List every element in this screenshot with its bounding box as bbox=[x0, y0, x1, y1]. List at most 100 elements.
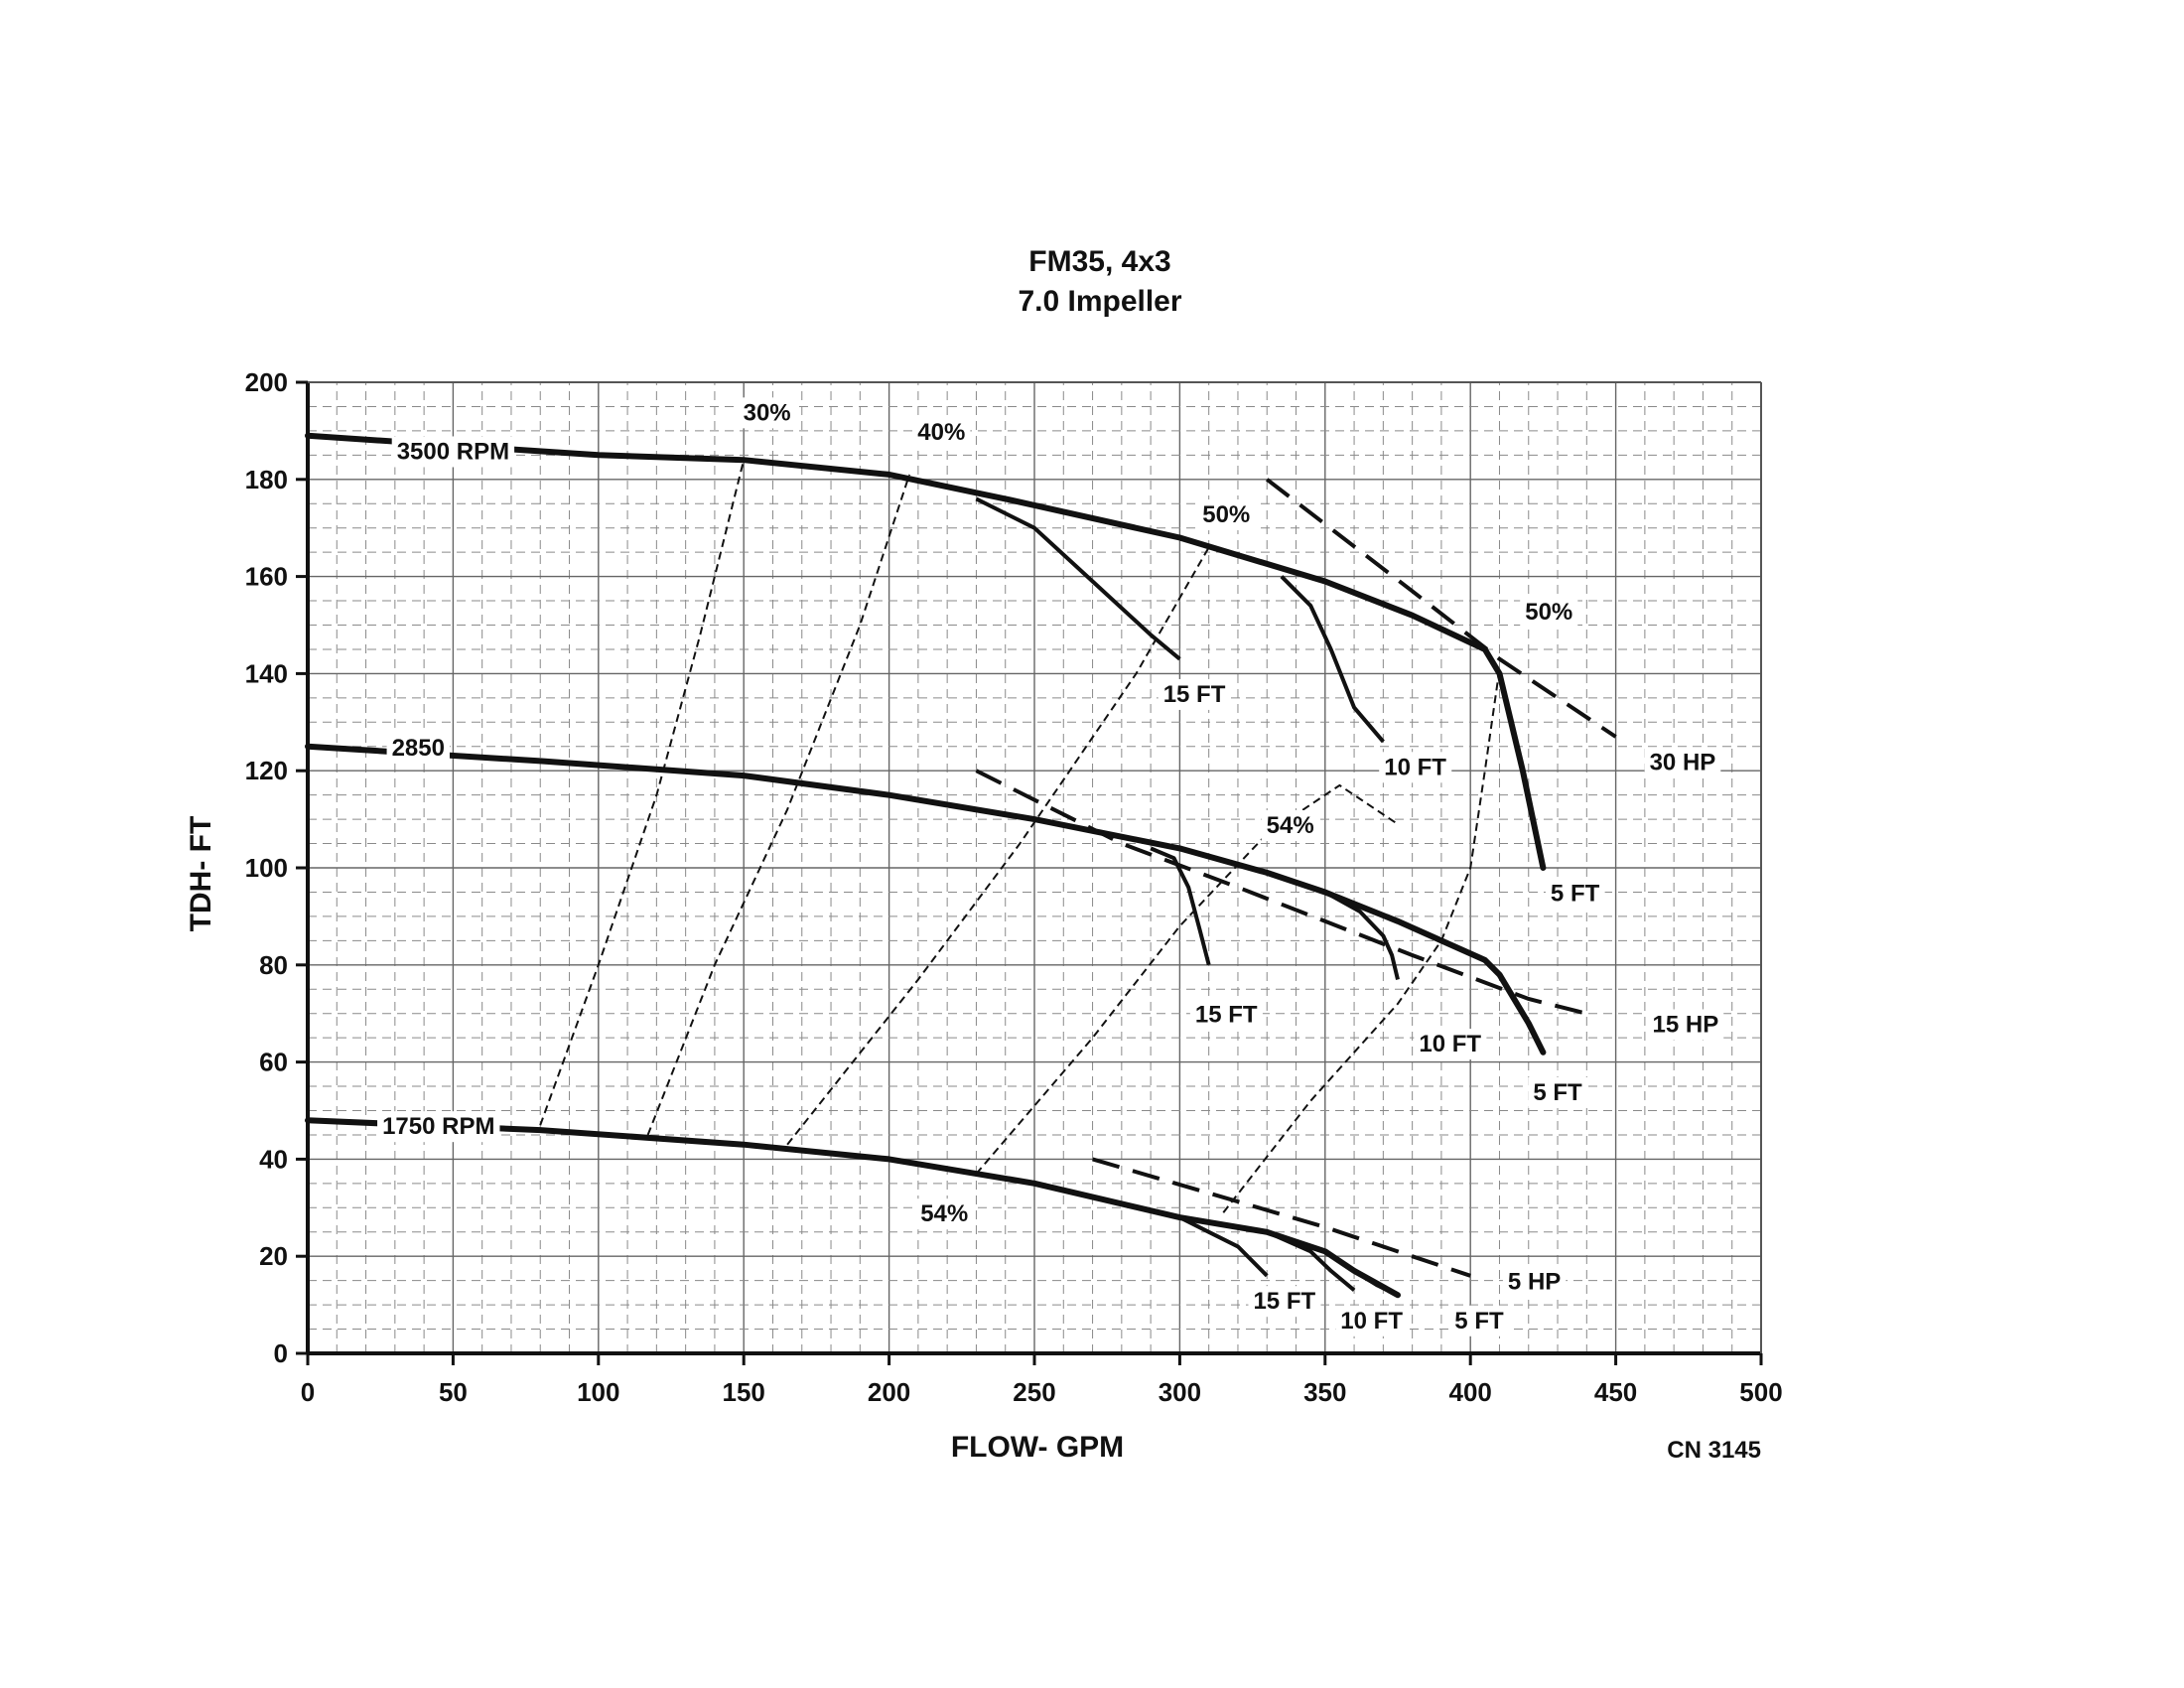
curve-label: 15 FT bbox=[1189, 999, 1263, 1031]
curve-label: 50% bbox=[1520, 596, 1578, 628]
speed-curve bbox=[305, 432, 1547, 871]
curve-label-background bbox=[1189, 999, 1263, 1031]
x-tick-label: 200 bbox=[868, 1377, 910, 1407]
y-tick-label: 160 bbox=[245, 562, 288, 592]
curve-label: 54% bbox=[1261, 809, 1319, 841]
x-tick-label: 300 bbox=[1159, 1377, 1201, 1407]
curve-label-background bbox=[1520, 596, 1578, 628]
curve-label: 40% bbox=[912, 416, 971, 448]
curve-label: 30 HP bbox=[1644, 747, 1721, 778]
curve-label-background bbox=[738, 397, 796, 429]
x-tick-label: 50 bbox=[439, 1377, 468, 1407]
efficiency-curve bbox=[786, 546, 1210, 1146]
curve-label-background bbox=[1379, 752, 1452, 783]
curve-label-text: 5 FT bbox=[1551, 880, 1600, 907]
y-tick-label: 80 bbox=[259, 950, 288, 980]
curve-label-background bbox=[1158, 678, 1231, 710]
curve-label-text: 50% bbox=[1525, 599, 1572, 626]
y-tick-label: 40 bbox=[259, 1144, 288, 1174]
horsepower-curve bbox=[1092, 1157, 1471, 1278]
curve-label-text: 2850 bbox=[392, 735, 445, 762]
curve-label: 15 FT bbox=[1158, 678, 1231, 710]
x-tick-label: 500 bbox=[1739, 1377, 1782, 1407]
curve-label: 10 FT bbox=[1335, 1305, 1409, 1336]
speed-curve bbox=[305, 743, 1547, 1055]
curve-label: 15 HP bbox=[1647, 1009, 1724, 1041]
curve-label-background bbox=[1647, 1009, 1724, 1041]
x-tick-label: 350 bbox=[1303, 1377, 1346, 1407]
y-tick-label: 200 bbox=[245, 367, 288, 397]
y-tick-label: 100 bbox=[245, 853, 288, 883]
curve-label-background bbox=[1414, 1029, 1487, 1060]
curve-label-background bbox=[915, 1198, 974, 1230]
curve-label-background bbox=[1528, 1076, 1588, 1108]
y-tick-label: 60 bbox=[259, 1048, 288, 1077]
chart-title: FM35, 4x3 bbox=[1028, 245, 1170, 278]
curve-label-text: 15 FT bbox=[1195, 1002, 1258, 1029]
x-axis-title: FLOW- GPM bbox=[951, 1431, 1124, 1464]
npsh-curve bbox=[975, 496, 1181, 661]
curve-label-background bbox=[1248, 1286, 1321, 1318]
curve-label: 30% bbox=[738, 397, 796, 429]
curve-label-text: 5 HP bbox=[1508, 1269, 1561, 1296]
curve-label-text: 30% bbox=[744, 399, 791, 426]
efficiency-curve bbox=[646, 474, 911, 1136]
curves bbox=[305, 432, 1617, 1299]
x-tick-label: 0 bbox=[301, 1377, 315, 1407]
y-tick-label: 0 bbox=[274, 1338, 288, 1368]
npsh-curve bbox=[1280, 575, 1385, 744]
curve-label-text: 1750 RPM bbox=[382, 1113, 494, 1140]
curve-label-text: 15 FT bbox=[1253, 1288, 1315, 1315]
curve-label-background bbox=[386, 732, 450, 764]
axes: 0 50 100 150 200 250 300 350 400 450 500 0 20 40 60 80 1… bbox=[245, 367, 1783, 1407]
curve-label-background bbox=[1197, 499, 1256, 531]
curve-label-background bbox=[1261, 809, 1319, 841]
curve-label-text: 30 HP bbox=[1650, 749, 1716, 775]
x-tick-label: 150 bbox=[723, 1377, 765, 1407]
y-tick-label: 120 bbox=[245, 756, 288, 785]
efficiency-curve bbox=[975, 783, 1399, 1175]
npsh-curve bbox=[1178, 1215, 1269, 1278]
curve-label-text: 40% bbox=[917, 419, 965, 446]
x-tick-label: 450 bbox=[1594, 1377, 1637, 1407]
curve-label-text: 5 FT bbox=[1533, 1079, 1582, 1106]
npsh-curve bbox=[1323, 890, 1400, 980]
y-tick-label: 140 bbox=[245, 658, 288, 688]
curve-label: 2850 bbox=[386, 732, 450, 764]
curve-label-background bbox=[1545, 878, 1605, 910]
curve-label-background bbox=[1502, 1266, 1567, 1298]
curve-label: 5 FT bbox=[1449, 1305, 1509, 1336]
curve-label: 15 FT bbox=[1248, 1286, 1321, 1318]
x-tick-label: 100 bbox=[577, 1377, 619, 1407]
curve-label: 54% bbox=[915, 1198, 974, 1230]
curve-label: 5 FT bbox=[1545, 878, 1605, 910]
curve-label-text: 50% bbox=[1202, 501, 1250, 528]
curve-label-text: 10 FT bbox=[1419, 1031, 1481, 1057]
curve-label: 1750 RPM bbox=[377, 1111, 500, 1143]
curve-label-text: 10 FT bbox=[1340, 1308, 1403, 1335]
y-tick-label: 20 bbox=[259, 1241, 288, 1271]
curve-label-background bbox=[912, 416, 971, 448]
speed-curve bbox=[305, 1117, 1401, 1299]
npsh-curve bbox=[1150, 846, 1211, 966]
curve-label: 10 FT bbox=[1414, 1029, 1487, 1060]
curve-label-text: 15 HP bbox=[1653, 1011, 1719, 1038]
curve-label-background bbox=[1335, 1305, 1409, 1336]
efficiency-curve bbox=[539, 459, 746, 1126]
curve-label: 10 FT bbox=[1379, 752, 1452, 783]
chart-subtitle: 7.0 Impeller bbox=[1018, 285, 1181, 318]
curve-label-background bbox=[377, 1111, 500, 1143]
curve-label: 50% bbox=[1197, 499, 1256, 531]
y-axis-title: TDH- FT bbox=[185, 816, 217, 932]
x-tick-label: 400 bbox=[1449, 1377, 1492, 1407]
horsepower-curve bbox=[1265, 478, 1617, 739]
curve-label-text: 54% bbox=[920, 1200, 968, 1227]
x-tick-label: 250 bbox=[1013, 1377, 1055, 1407]
curve-label: 5 HP bbox=[1502, 1266, 1567, 1298]
curve-label-text: 3500 RPM bbox=[397, 438, 509, 465]
annotations: 3500 RPM 2850 1750 RPM 30% 40% 50% 50% 54% 54% 15… bbox=[377, 397, 1724, 1336]
curve-label-text: 15 FT bbox=[1163, 681, 1226, 708]
chart-code: CN 3145 bbox=[1667, 1437, 1761, 1464]
